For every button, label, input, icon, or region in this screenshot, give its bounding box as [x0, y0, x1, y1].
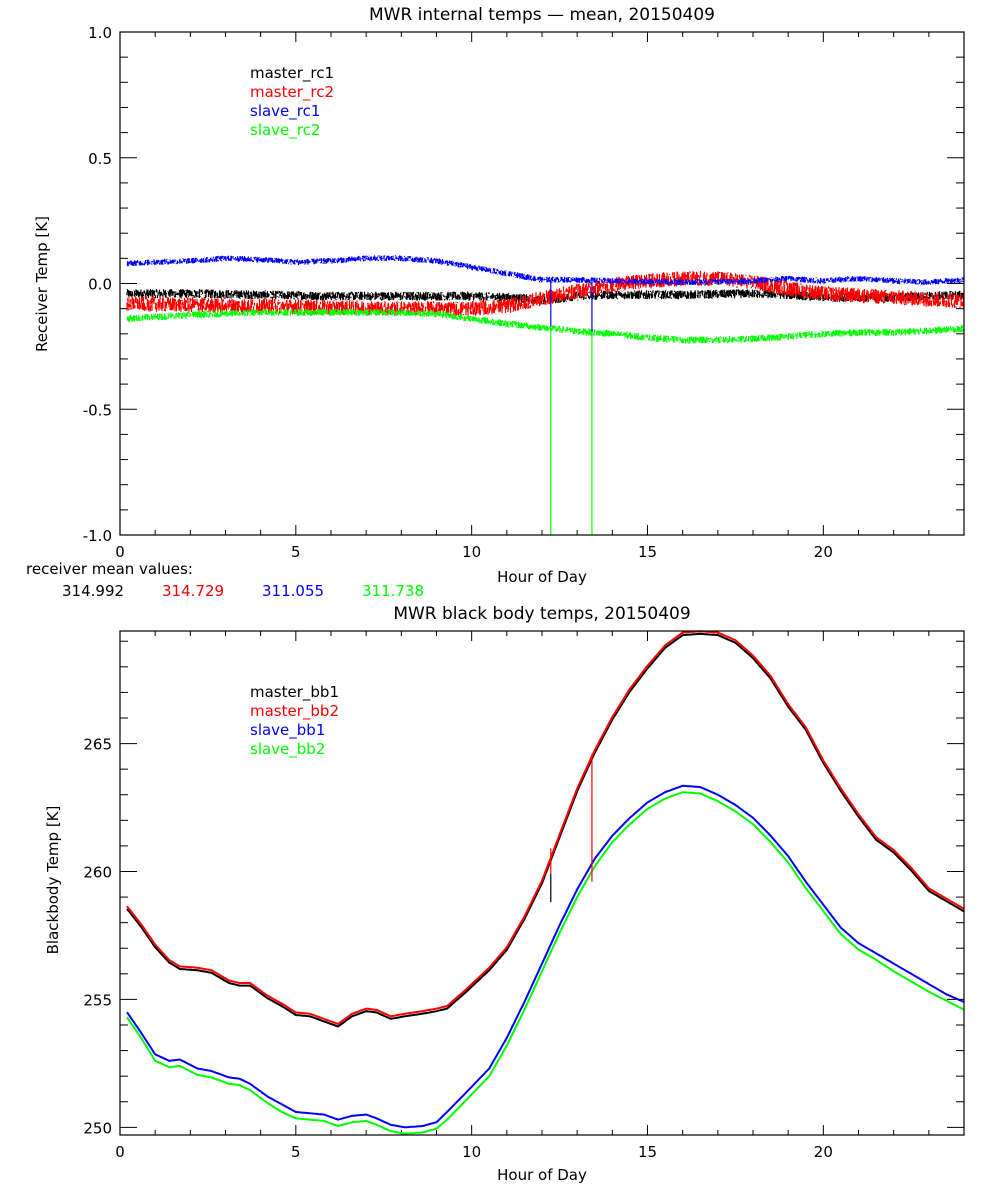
x-tick-label: 15 [638, 1143, 657, 1161]
receiver-mean-value: 311.738 [362, 582, 424, 600]
legend-entry: master_rc2 [250, 83, 334, 102]
x-tick-label: 15 [638, 543, 657, 561]
y-axis-label: Blackbody Temp [K] [44, 806, 62, 955]
receiver-temps-panel: MWR internal temps — mean, 20150409 Hour… [33, 5, 965, 586]
x-tick-label: 0 [115, 543, 125, 561]
y-tick-label: 255 [83, 991, 112, 1009]
legend-entry: slave_bb1 [250, 721, 325, 740]
legend-entry: slave_rc1 [250, 102, 320, 121]
receiver-mean-value: 311.055 [262, 582, 324, 600]
series-line-slave_rc2 [126, 308, 965, 344]
receiver-mean-value: 314.729 [162, 582, 224, 600]
x-tick-label: 0 [115, 1143, 125, 1161]
y-tick-label: 1.0 [88, 24, 112, 42]
legend-entry: master_bb1 [250, 683, 339, 702]
chart-title: MWR black body temps, 20150409 [393, 604, 690, 624]
receiver-mean-value: 314.992 [62, 582, 124, 600]
x-tick-label: 20 [814, 543, 833, 561]
chart-title: MWR internal temps — mean, 20150409 [369, 5, 715, 25]
y-tick-label: -0.5 [83, 401, 112, 419]
plot-frame [119, 630, 965, 1136]
series-line-slave_rc1 [126, 255, 965, 286]
y-axis-label: Receiver Temp [K] [33, 216, 51, 352]
legend-entry: slave_rc2 [250, 121, 320, 140]
x-axis-label: Hour of Day [497, 568, 587, 586]
plot-frame [119, 31, 965, 536]
legend-entry: master_rc1 [250, 64, 334, 83]
series-line-slave_bb1 [126, 784, 965, 1129]
x-axis-label: Hour of Day [497, 1166, 587, 1184]
legend-entry: master_bb2 [250, 702, 339, 721]
x-tick-label: 10 [462, 1143, 481, 1161]
plot-area [126, 630, 965, 1135]
x-tick-label: 5 [291, 543, 301, 561]
legend-entry: slave_bb2 [250, 740, 325, 759]
y-tick-label: 0.5 [88, 150, 112, 168]
x-tick-label: 10 [462, 543, 481, 561]
y-tick-label: -1.0 [83, 527, 112, 545]
y-tick-label: 260 [83, 863, 112, 881]
receiver-mean-annotation: receiver mean values: 314.992 314.729 31… [26, 560, 424, 600]
y-tick-label: 0.0 [88, 276, 112, 294]
receiver-mean-label: receiver mean values: [26, 560, 193, 578]
plot-area [126, 255, 965, 535]
series-line-slave_bb2 [126, 791, 965, 1135]
y-tick-label: 265 [83, 736, 112, 754]
x-tick-label: 5 [291, 1143, 301, 1161]
series-line-master_bb2 [126, 630, 965, 1026]
blackbody-temps-panel: MWR black body temps, 20150409 Hour of D… [44, 604, 965, 1184]
axis-ticks: 0 5 10 15 20 250 255 260 265 [83, 631, 965, 1161]
x-tick-label: 20 [814, 1143, 833, 1161]
y-tick-label: 250 [83, 1119, 112, 1137]
